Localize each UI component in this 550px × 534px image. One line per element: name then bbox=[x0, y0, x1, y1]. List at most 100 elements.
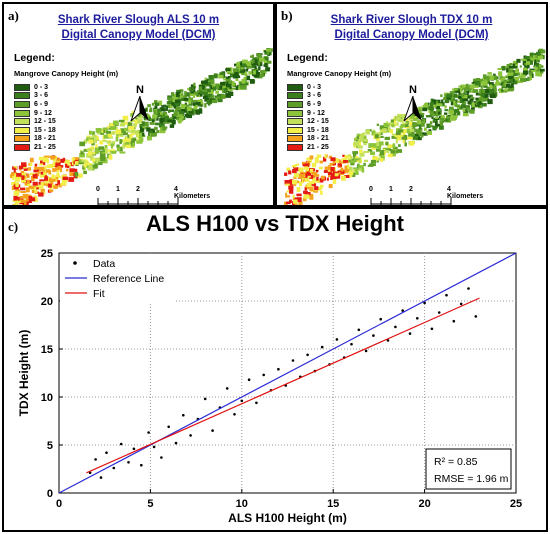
legend-label: 18 - 21 bbox=[307, 135, 329, 143]
legend-subtitle: Mangrove Canopy Height (m) bbox=[287, 69, 392, 78]
legend-swatch bbox=[14, 92, 30, 100]
legend-entry: Fit bbox=[93, 288, 105, 300]
data-point bbox=[255, 401, 258, 405]
data-point bbox=[291, 359, 295, 362]
north-label: N bbox=[136, 84, 144, 96]
data-point bbox=[350, 342, 353, 346]
scale-tick-label: 4 Kilometers bbox=[447, 186, 484, 200]
legend-item: 6 - 9 bbox=[14, 100, 56, 109]
data-point bbox=[394, 325, 397, 329]
scale-tick-label: 2 bbox=[136, 186, 140, 193]
data-point bbox=[147, 431, 150, 434]
legend-item: 3 - 6 bbox=[14, 92, 56, 101]
legend-swatch bbox=[287, 126, 303, 134]
data-point bbox=[467, 287, 470, 290]
legend-swatch bbox=[14, 135, 30, 143]
legend-swatch bbox=[14, 143, 30, 151]
data-point bbox=[437, 311, 441, 314]
data-point bbox=[203, 397, 207, 401]
legend-label: 9 - 12 bbox=[307, 109, 325, 117]
data-point bbox=[247, 378, 251, 381]
data-point bbox=[445, 293, 448, 297]
legend-item: 6 - 9 bbox=[287, 100, 329, 109]
x-tick-label: 25 bbox=[510, 498, 522, 510]
y-tick-label: 15 bbox=[41, 344, 53, 356]
canopy-map-als bbox=[10, 48, 273, 205]
scale-tick-label: 4 Kilometers bbox=[174, 186, 211, 200]
data-point bbox=[386, 339, 390, 342]
data-point bbox=[140, 463, 143, 467]
scale-tick-label: 1 bbox=[116, 186, 120, 193]
panel-label-b: b) bbox=[281, 8, 293, 23]
legend-swatch bbox=[287, 83, 303, 91]
map-title-line1: Shark River Slough ALS 10 m bbox=[57, 14, 220, 26]
legend-swatch bbox=[287, 118, 303, 126]
data-point bbox=[357, 328, 361, 332]
data-point bbox=[452, 319, 456, 323]
data-point bbox=[105, 451, 108, 454]
legend-swatch bbox=[287, 100, 303, 108]
map-raster bbox=[284, 48, 546, 205]
data-point bbox=[320, 345, 324, 349]
fit-line bbox=[86, 297, 480, 474]
legend-item: 12 - 15 bbox=[287, 117, 329, 126]
legend-item: 15 - 18 bbox=[14, 126, 56, 135]
legend-title: Legend: bbox=[14, 52, 55, 64]
data-point bbox=[364, 349, 368, 353]
legend-label: 15 - 18 bbox=[34, 126, 56, 134]
legend-item: 3 - 6 bbox=[287, 92, 329, 101]
scale-bar-graphic bbox=[97, 198, 179, 205]
scale-tick-label: 1 bbox=[389, 186, 393, 193]
canopy-map-tdx bbox=[284, 48, 546, 205]
data-point bbox=[225, 387, 229, 390]
map-title-line2: Digital Canopy Model (DCM) bbox=[334, 29, 489, 41]
r2-label: R² = 0.85 bbox=[434, 456, 478, 468]
data-point bbox=[372, 334, 375, 337]
data-point bbox=[240, 399, 244, 403]
scale-bar-graphic bbox=[370, 198, 452, 205]
map-raster bbox=[10, 48, 273, 205]
legend-label: 0 - 3 bbox=[34, 83, 49, 91]
legend-swatch bbox=[14, 126, 30, 134]
legend-item: 0 - 3 bbox=[287, 83, 329, 92]
legend-entry: Data bbox=[93, 258, 115, 270]
legend-title: Legend: bbox=[287, 52, 328, 64]
y-axis-label: TDX Height (m) bbox=[17, 330, 31, 417]
map-panel-tdx: b) Shark River Slough TDX 10 m Digital C… bbox=[275, 2, 548, 207]
data-point bbox=[262, 373, 266, 377]
x-tick-label: 10 bbox=[236, 498, 248, 510]
data-point bbox=[160, 456, 163, 459]
legend-label: 9 - 12 bbox=[34, 109, 52, 117]
map-title-line2: Digital Canopy Model (DCM) bbox=[61, 29, 216, 41]
scale-tick-label: 0 bbox=[96, 186, 100, 193]
y-tick-label: 0 bbox=[47, 488, 53, 500]
data-point bbox=[379, 317, 383, 321]
chart-legend: Data Reference Line Fit bbox=[60, 254, 176, 302]
legend-swatch bbox=[287, 143, 303, 151]
data-point bbox=[277, 367, 280, 371]
legend-item: 9 - 12 bbox=[287, 109, 329, 118]
legend-item: 21 - 25 bbox=[287, 143, 329, 152]
legend-swatch bbox=[287, 135, 303, 143]
data-point bbox=[88, 471, 92, 475]
north-arrow-icon bbox=[403, 95, 422, 122]
legend-label: 3 - 6 bbox=[34, 92, 49, 100]
legend-marker bbox=[73, 261, 77, 265]
data-point bbox=[119, 442, 123, 446]
legend-item: 15 - 18 bbox=[287, 126, 329, 135]
data-point bbox=[182, 413, 185, 417]
north-arrow: N bbox=[402, 84, 424, 127]
data-point bbox=[167, 425, 170, 429]
legend-subtitle: Mangrove Canopy Height (m) bbox=[14, 69, 119, 78]
legend-label: 0 - 3 bbox=[307, 83, 322, 91]
rmse-label: RMSE = 1.96 m bbox=[434, 473, 509, 485]
x-axis-label: ALS H100 Height (m) bbox=[228, 511, 347, 525]
legend-label: 6 - 9 bbox=[307, 100, 322, 108]
panel-label-c: c) bbox=[8, 219, 19, 234]
legend-swatch bbox=[287, 92, 303, 100]
scatter-plot: 0 5 10 15 20 25 0 5 10 15 20 25 Data Reference Line Fi… bbox=[17, 248, 522, 525]
legend-label: 6 - 9 bbox=[34, 100, 49, 108]
data-point bbox=[459, 302, 463, 306]
legend-item: 9 - 12 bbox=[14, 109, 56, 118]
